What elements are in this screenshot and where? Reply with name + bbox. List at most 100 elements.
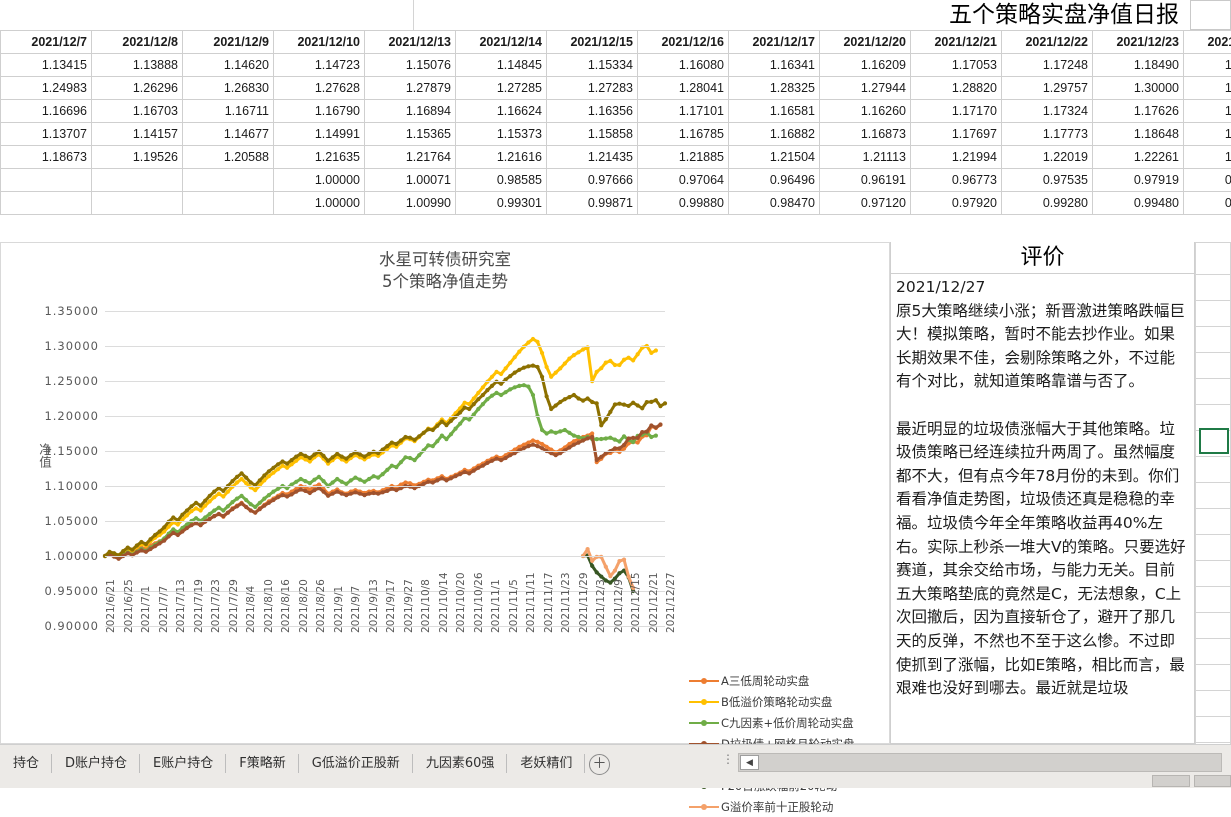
table-cell-value[interactable]: 1.13888 — [92, 54, 183, 77]
table-cell-value[interactable]: 1.14991 — [274, 123, 365, 146]
table-cell-value[interactable]: 1.21406 — [1184, 146, 1231, 169]
table-cell-value[interactable]: 1.14845 — [456, 54, 547, 77]
table-col-header-date-0[interactable]: 2021/12/7 — [1, 31, 92, 54]
table-col-header-date-11[interactable]: 2021/12/22 — [1002, 31, 1093, 54]
table-cell-value[interactable]: 0.98585 — [456, 169, 547, 192]
table-cell-value[interactable]: 1.14620 — [183, 54, 274, 77]
table-cell-value[interactable]: 0.96773 — [911, 169, 1002, 192]
table-cell-value[interactable]: 1.00990 — [365, 192, 456, 215]
table-col-header-date-8[interactable]: 2021/12/17 — [729, 31, 820, 54]
table-col-header-date-12[interactable]: 2021/12/23 — [1093, 31, 1184, 54]
table-cell-value[interactable]: 1.00071 — [365, 169, 456, 192]
table-cell-value[interactable]: 0.99301 — [456, 192, 547, 215]
table-col-header-date-6[interactable]: 2021/12/15 — [547, 31, 638, 54]
table-cell-value[interactable]: 1.15365 — [365, 123, 456, 146]
table-cell-value[interactable]: 1.16209 — [820, 54, 911, 77]
legend-item[interactable]: C九因素+低价周轮动实盘 — [689, 712, 855, 733]
table-cell-value[interactable]: 1.00000 — [274, 192, 365, 215]
sheet-tab-4[interactable]: G低溢价正股新 — [299, 751, 413, 776]
table-cell-value[interactable]: 1.17248 — [1002, 54, 1093, 77]
table-cell-value[interactable]: 1.21764 — [365, 146, 456, 169]
table-cell-value[interactable]: 1.21504 — [729, 146, 820, 169]
table-cell-value[interactable] — [92, 192, 183, 215]
table-cell-value[interactable]: 0.97535 — [1002, 169, 1093, 192]
sheet-tab-1[interactable]: D账户持仓 — [52, 751, 140, 776]
table-cell-value[interactable]: 0.99871 — [547, 192, 638, 215]
table-cell-value[interactable]: 1.16711 — [183, 100, 274, 123]
table-cell-value[interactable]: 0.98470 — [729, 192, 820, 215]
table-cell-value[interactable]: 1.17324 — [1002, 100, 1093, 123]
table-cell-value[interactable]: 1.15373 — [456, 123, 547, 146]
table-col-header-date-1[interactable]: 2021/12/8 — [92, 31, 183, 54]
table-cell-value[interactable]: 0.96191 — [820, 169, 911, 192]
table-cell-value[interactable]: 1.13707 — [1, 123, 92, 146]
table-cell-value[interactable]: 0.99280 — [1002, 192, 1093, 215]
table-col-header-date-13[interactable]: 2021/12/24 — [1184, 31, 1231, 54]
table-cell-value[interactable]: 1.21616 — [456, 146, 547, 169]
table-cell-value[interactable]: 1.18289 — [1184, 54, 1231, 77]
table-cell-value[interactable]: 1.21435 — [547, 146, 638, 169]
table-cell-value[interactable]: 1.21635 — [274, 146, 365, 169]
table-cell-value[interactable]: 1.27628 — [274, 77, 365, 100]
table-cell-value[interactable]: 1.22019 — [1002, 146, 1093, 169]
sheet-tab-6[interactable]: 老妖精们 — [507, 751, 585, 776]
legend-item[interactable]: A三低周轮动实盘 — [689, 670, 855, 691]
table-cell-value[interactable]: 1.17053 — [911, 54, 1002, 77]
scroll-left-button[interactable]: ◀ — [740, 755, 759, 770]
table-cell-value[interactable]: 0.97919 — [1093, 169, 1184, 192]
table-cell-value[interactable]: 1.26830 — [183, 77, 274, 100]
table-cell-value[interactable]: 1.17626 — [1093, 100, 1184, 123]
table-cell-value[interactable]: 1.17697 — [911, 123, 1002, 146]
table-cell-value[interactable]: 0.97060 — [1184, 192, 1231, 215]
table-cell-value[interactable]: 1.17101 — [638, 100, 729, 123]
table-cell-value[interactable] — [183, 169, 274, 192]
table-cell-value[interactable]: 1.27879 — [365, 77, 456, 100]
table-cell-value[interactable]: 0.96950 — [1184, 169, 1231, 192]
sheet-tab-5[interactable]: 九因素60强 — [413, 751, 508, 776]
table-cell-value[interactable]: 1.16790 — [274, 100, 365, 123]
table-cell-value[interactable]: 1.15076 — [365, 54, 456, 77]
table-cell-value[interactable]: 1.16873 — [820, 123, 911, 146]
table-cell-value[interactable]: 1.29005 — [1184, 77, 1231, 100]
selected-cell[interactable] — [1199, 428, 1229, 454]
table-cell-value[interactable]: 1.14677 — [183, 123, 274, 146]
table-cell-value[interactable]: 1.16882 — [729, 123, 820, 146]
legend-item[interactable]: G溢价率前十正股轮动 — [689, 796, 855, 817]
table-col-header-date-9[interactable]: 2021/12/20 — [820, 31, 911, 54]
title-right-cell[interactable] — [1190, 0, 1231, 30]
table-col-header-date-2[interactable]: 2021/12/9 — [183, 31, 274, 54]
tab-split-handle[interactable]: ⋮ — [722, 755, 734, 763]
table-cell-value[interactable]: 1.21885 — [638, 146, 729, 169]
table-cell-value[interactable]: 1.18358 — [1184, 123, 1231, 146]
table-cell-value[interactable]: 1.27283 — [547, 77, 638, 100]
table-cell-value[interactable]: 1.16785 — [638, 123, 729, 146]
table-col-header-date-10[interactable]: 2021/12/21 — [911, 31, 1002, 54]
bottom-button-1[interactable] — [1152, 775, 1190, 787]
table-cell-value[interactable]: 1.17170 — [911, 100, 1002, 123]
table-cell-value[interactable]: 1.16356 — [547, 100, 638, 123]
table-cell-value[interactable]: 1.19526 — [92, 146, 183, 169]
table-cell-value[interactable]: 1.16703 — [92, 100, 183, 123]
table-cell-value[interactable]: 1.24983 — [1, 77, 92, 100]
table-cell-value[interactable]: 1.28041 — [638, 77, 729, 100]
table-cell-value[interactable]: 1.15858 — [547, 123, 638, 146]
table-cell-value[interactable]: 0.97064 — [638, 169, 729, 192]
table-cell-value[interactable]: 0.97920 — [911, 192, 1002, 215]
bottom-button-2[interactable] — [1194, 775, 1231, 787]
table-cell-value[interactable]: 1.18673 — [1, 146, 92, 169]
table-cell-value[interactable] — [1, 169, 92, 192]
table-cell-value[interactable]: 0.97120 — [820, 192, 911, 215]
table-cell-value[interactable]: 1.27944 — [820, 77, 911, 100]
table-col-header-date-7[interactable]: 2021/12/16 — [638, 31, 729, 54]
comment-body[interactable]: 2021/12/27 原5大策略继续小涨；新晋激进策略跌幅巨大！模拟策略，暂时不… — [890, 274, 1195, 744]
table-cell-value[interactable]: 1.21113 — [820, 146, 911, 169]
table-col-header-date-5[interactable]: 2021/12/14 — [456, 31, 547, 54]
table-cell-value[interactable]: 1.16995 — [1184, 100, 1231, 123]
table-cell-value[interactable]: 1.16080 — [638, 54, 729, 77]
table-cell-value[interactable] — [92, 169, 183, 192]
table-cell-value[interactable]: 1.15334 — [547, 54, 638, 77]
